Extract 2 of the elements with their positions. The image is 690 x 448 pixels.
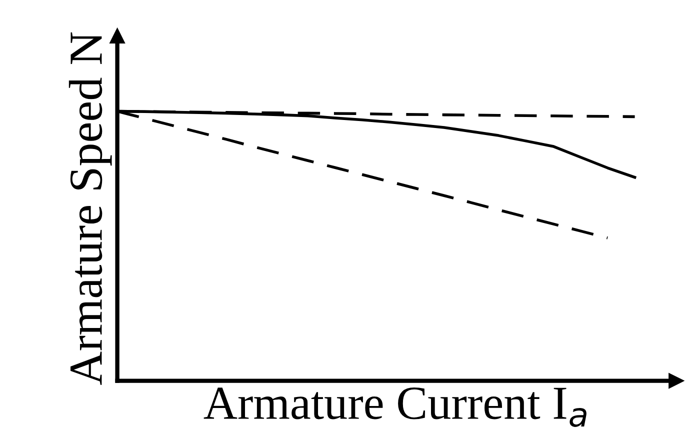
y-axis-title: Armature Speed N xyxy=(68,32,112,385)
x-axis-title: Armature Current I$_{a}$ xyxy=(204,387,586,427)
